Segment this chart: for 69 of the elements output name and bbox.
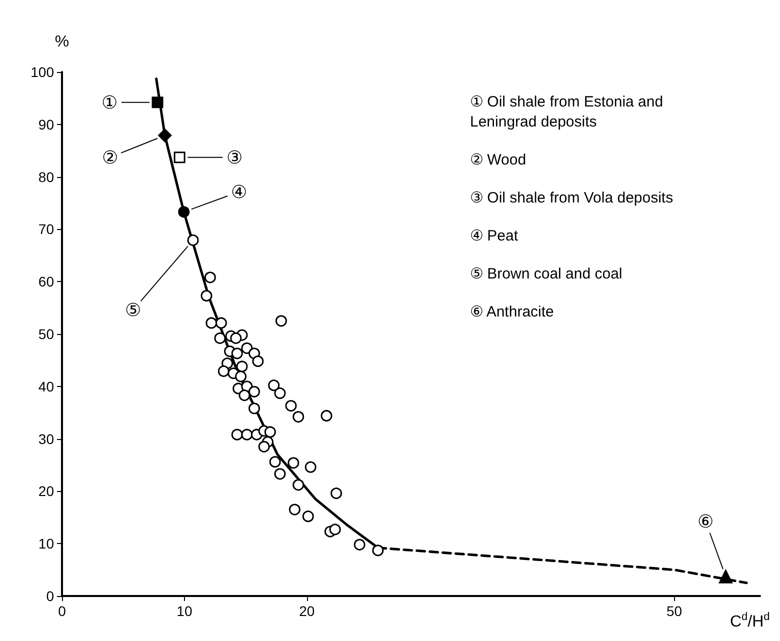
annotation: ⑤ Brown coal and coal (470, 266, 622, 282)
y-tick-label: 10 (38, 536, 54, 552)
x-tick-label: 0 (58, 603, 66, 619)
annotation: ④ (230, 182, 247, 202)
point (218, 365, 230, 377)
point (214, 332, 226, 344)
point (288, 504, 300, 516)
y-tick-label: 60 (38, 274, 54, 290)
annotation: ② (102, 147, 118, 168)
x-tick-label: 50 (666, 603, 682, 619)
annotation: ⑥ (698, 512, 714, 532)
annotation: ⑥ Anthracite (470, 304, 554, 320)
point (174, 152, 186, 164)
point (152, 96, 164, 108)
point (302, 510, 314, 522)
point (320, 410, 332, 422)
point (274, 468, 286, 480)
annotation: ③ (226, 147, 243, 168)
point (206, 317, 218, 329)
x-tick-label: 20 (299, 603, 315, 619)
point (285, 400, 297, 412)
point (238, 390, 250, 402)
point (215, 317, 227, 329)
annotation: ② Wood (470, 152, 526, 168)
point (292, 479, 304, 491)
point (248, 386, 260, 398)
y-tick-label: 90 (38, 116, 54, 132)
point (268, 380, 280, 392)
y-axis-title: % (54, 34, 70, 50)
point (204, 272, 216, 284)
x-tick-label: 10 (176, 603, 192, 619)
point (274, 387, 286, 399)
y-tick-label: 70 (38, 221, 54, 238)
annotation: ④ Peat (470, 228, 519, 244)
point (718, 570, 732, 584)
point (292, 411, 304, 423)
point (275, 315, 287, 327)
annotation: ① Oil shale from Estonia and Leningrad deposits (470, 94, 668, 130)
point (200, 290, 212, 302)
point (231, 428, 243, 440)
y-tick-label: 100 (30, 64, 54, 80)
point (231, 348, 243, 360)
point (248, 402, 260, 414)
annotation: ① (102, 92, 118, 112)
point (230, 332, 242, 344)
point (235, 370, 247, 382)
point (329, 524, 341, 536)
point (288, 457, 300, 469)
y-tick-label: 50 (38, 326, 54, 342)
point (158, 128, 172, 142)
y-tick-label: 20 (38, 483, 54, 500)
point (252, 356, 264, 367)
point (241, 428, 253, 440)
point (187, 234, 199, 246)
y-tick-label: 30 (38, 430, 54, 447)
point (354, 538, 366, 550)
point (269, 456, 281, 468)
point (264, 426, 276, 438)
point (236, 360, 248, 372)
point (178, 206, 190, 218)
annotation: ③ Oil shale from Vola deposits (470, 190, 674, 206)
point (330, 488, 342, 500)
y-tick-label: 40 (38, 378, 54, 394)
annotation: ⑤ (125, 300, 142, 320)
point (304, 461, 316, 473)
y-tick-label: 80 (38, 168, 54, 185)
point (372, 544, 384, 556)
point (258, 440, 270, 452)
y-tick-label: 0 (46, 588, 54, 604)
